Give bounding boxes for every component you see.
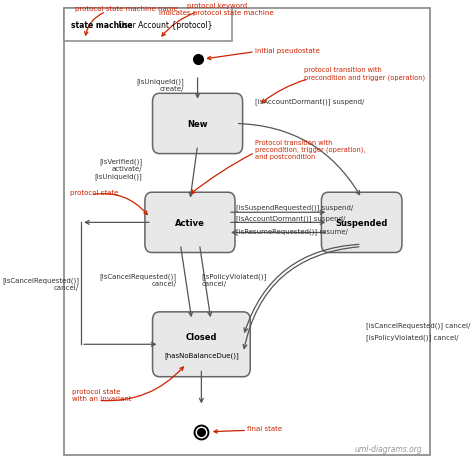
Text: state machine: state machine	[71, 20, 132, 30]
Text: Suspended: Suspended	[336, 219, 388, 227]
Text: New: New	[187, 120, 208, 129]
Text: [isAccountDormant()] suspend/: [isAccountDormant()] suspend/	[255, 98, 364, 105]
Text: [isUniqueId()]
create/: [isUniqueId()] create/	[137, 78, 184, 92]
Text: [isAccountDormant()] suspend/: [isAccountDormant()] suspend/	[236, 215, 345, 222]
Text: [isCancelRequested()]
cancel/: [isCancelRequested()] cancel/	[100, 272, 177, 286]
Text: [isVerified()]
activate/
[isUniqueId()]: [isVerified()] activate/ [isUniqueId()]	[94, 158, 142, 180]
Text: Protocol transition with
precondition, trigger (operation),
and postcondition: Protocol transition with precondition, t…	[255, 139, 365, 160]
Text: protocol state: protocol state	[70, 190, 118, 196]
Text: [isPolicyViolated()]
cancel/: [isPolicyViolated()] cancel/	[201, 272, 267, 286]
Text: Active: Active	[175, 219, 205, 227]
Text: [hasNoBalanceDue()]: [hasNoBalanceDue()]	[164, 351, 239, 358]
Text: User Account {protocol}: User Account {protocol}	[116, 20, 212, 30]
Text: [isSuspendRequested()] suspend/: [isSuspendRequested()] suspend/	[236, 203, 353, 210]
Text: protocol transition with
precondition and trigger (operation): protocol transition with precondition an…	[304, 67, 426, 81]
Text: protocol state machine name: protocol state machine name	[75, 6, 178, 13]
Text: protocol keyword
indicates protocol state machine: protocol keyword indicates protocol stat…	[159, 3, 274, 16]
Bar	[64, 8, 232, 42]
Text: [isPolicyViolated()] cancel/: [isPolicyViolated()] cancel/	[365, 334, 458, 341]
FancyBboxPatch shape	[153, 94, 243, 154]
Text: Closed: Closed	[186, 332, 217, 341]
Text: final state: final state	[247, 425, 283, 432]
FancyBboxPatch shape	[145, 193, 235, 253]
FancyBboxPatch shape	[321, 193, 402, 253]
FancyBboxPatch shape	[153, 312, 250, 377]
Text: [isResumeRequested()] resume/: [isResumeRequested()] resume/	[236, 228, 347, 235]
Text: uml-diagrams.org: uml-diagrams.org	[355, 444, 423, 453]
Text: protocol state
with an invariant: protocol state with an invariant	[72, 388, 131, 401]
Text: [isCancelRequested()]
cancel/: [isCancelRequested()] cancel/	[2, 277, 79, 291]
Text: initial pseudostate: initial pseudostate	[255, 48, 319, 54]
Text: [isCancelRequested()] cancel/: [isCancelRequested()] cancel/	[365, 322, 470, 329]
